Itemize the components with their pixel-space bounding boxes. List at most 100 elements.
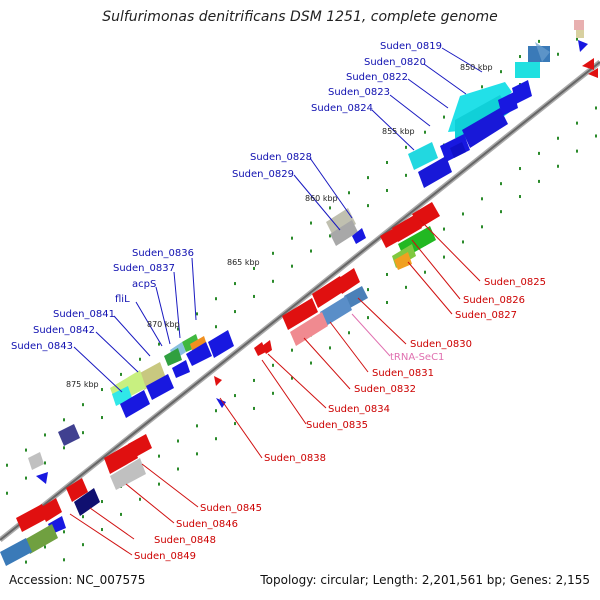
gene-label[interactable]: Suden_0838 [264,453,326,464]
tick-dot [481,85,483,89]
tick-dot [500,182,502,186]
gene-feature[interactable] [290,312,328,346]
gene-feature[interactable] [28,452,44,470]
gene-feature[interactable] [0,538,32,566]
gene-feature[interactable] [120,390,150,418]
feature-group-0836-0843 [110,330,234,418]
gene-label[interactable]: Suden_0820 [364,57,426,68]
gene-label[interactable]: fliL [115,294,130,305]
tick-dot [348,331,350,335]
gene-label[interactable]: Suden_0826 [463,295,525,306]
gene-feature[interactable] [588,68,598,78]
gene-label[interactable]: Suden_0829 [232,169,294,180]
gene-label[interactable]: Suden_0849 [134,551,196,562]
gene-label[interactable]: tRNA-SeC1 [390,352,444,363]
gene-feature[interactable] [110,458,146,490]
tick-dot [310,249,312,253]
gene-feature[interactable] [512,80,532,104]
gene-label[interactable]: Suden_0828 [250,152,312,163]
gene-feature[interactable] [262,340,272,354]
gene-label[interactable]: Suden_0827 [455,310,517,321]
gene-feature[interactable] [498,92,518,116]
gene-label[interactable]: Suden_0823 [328,87,390,98]
map-title: Sulfurimonas denitrificans DSM 1251, com… [102,9,498,25]
gene-feature[interactable] [138,362,166,390]
tick-dot [329,206,331,210]
tick-dot [576,37,578,41]
gene-feature[interactable] [574,20,584,30]
gene-feature[interactable] [146,374,174,400]
gene-feature[interactable] [16,504,48,532]
gene-label[interactable]: Suden_0837 [113,263,175,274]
tick-dot [139,497,141,501]
gene-feature[interactable] [74,488,100,516]
tick-dot [310,361,312,365]
gene-label[interactable]: Suden_0848 [154,535,216,546]
tick-dot [405,145,407,149]
gene-label[interactable]: Suden_0819 [380,41,442,52]
reverse-gene-labels: Suden_0825 Suden_0826 Suden_0827 Suden_0… [134,277,546,562]
gene-label[interactable]: Suden_0824 [311,103,373,114]
gene-feature[interactable] [58,424,80,446]
tick-dot [386,188,388,192]
gene-feature[interactable] [418,156,452,188]
gene-feature[interactable] [576,30,584,38]
gene-label[interactable]: Suden_0831 [372,368,434,379]
tick-dot [215,325,217,329]
gene-label[interactable]: Suden_0830 [410,339,472,350]
gene-feature[interactable] [312,276,346,308]
gene-feature[interactable] [344,286,368,308]
gene-feature[interactable] [164,348,182,366]
tick-dot [253,378,255,382]
gene-feature[interactable] [326,208,356,238]
gene-label[interactable]: Suden_0842 [33,325,95,336]
tick-dot [386,300,388,304]
gene-feature[interactable] [112,386,132,406]
gene-feature[interactable] [186,342,212,366]
tick-dot [310,221,312,225]
gene-feature[interactable] [172,360,190,378]
gene-feature[interactable] [24,524,58,554]
tick-dot [405,173,407,177]
gene-label[interactable]: Suden_0841 [53,309,115,320]
gene-label[interactable]: Suden_0846 [176,519,238,530]
gene-label[interactable]: acpS [132,279,156,290]
genome-summary-text: Topology: circular; Length: 2,201,561 bp… [260,573,590,587]
gene-label[interactable]: Suden_0836 [132,248,194,259]
tick-dot [234,282,236,286]
tick-dot [139,357,141,361]
gene-label[interactable]: Suden_0843 [11,341,73,352]
gene-label[interactable]: Suden_0834 [328,404,390,415]
gene-feature[interactable] [515,62,540,78]
tick-dot [196,424,198,428]
feature-group-0828-0829 [326,208,366,246]
gene-feature[interactable] [214,376,222,386]
gene-label[interactable]: Suden_0835 [306,420,368,431]
tick-dot [196,312,198,316]
gene-feature[interactable] [394,252,412,270]
gene-feature[interactable] [330,220,358,246]
tick-dot [253,294,255,298]
gene-feature[interactable] [352,228,366,244]
gene-label[interactable]: Suden_0845 [200,503,262,514]
gene-feature[interactable] [408,142,438,170]
gene-feature[interactable] [450,142,466,158]
gene-feature[interactable] [36,472,48,484]
gene-label[interactable]: Suden_0822 [346,72,408,83]
gene-label[interactable]: Suden_0832 [354,384,416,395]
tick-dot [500,70,502,74]
gene-feature[interactable] [216,398,226,408]
gene-feature[interactable] [582,58,594,70]
gene-feature[interactable] [462,108,508,148]
gene-feature[interactable] [104,442,138,474]
gene-feature[interactable] [208,330,234,358]
gene-feature[interactable] [380,226,404,248]
gene-feature[interactable] [66,478,88,502]
gene-feature[interactable] [320,296,352,326]
gene-feature[interactable] [578,40,588,52]
gene-feature[interactable] [535,42,550,62]
gene-feature[interactable] [282,298,318,330]
tick-dot [63,530,65,534]
gene-label[interactable]: Suden_0825 [484,277,546,288]
